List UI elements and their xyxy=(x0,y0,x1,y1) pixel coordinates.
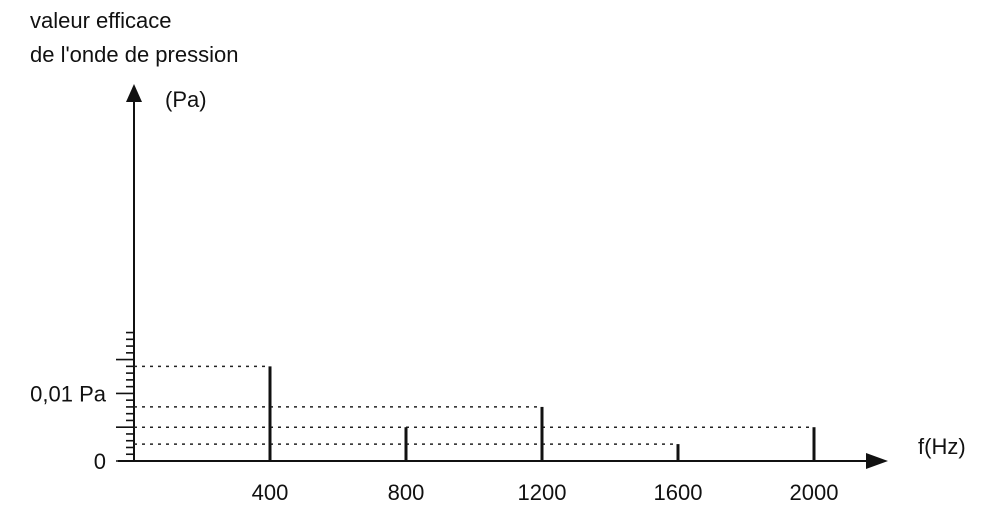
x-tick-label: 2000 xyxy=(790,480,839,505)
x-tick-labels: 400 800 1200 1600 2000 xyxy=(252,480,839,505)
y-axis-title-line-1: valeur efficace xyxy=(30,8,171,33)
x-axis-title: f(Hz) xyxy=(918,434,966,459)
x-tick-label: 1600 xyxy=(654,480,703,505)
y-axis-title-line-2: de l'onde de pression xyxy=(30,42,238,67)
y-tick-labels: 0 0,01 Pa xyxy=(30,381,107,474)
x-tick-label: 800 xyxy=(388,480,425,505)
x-tick-label: 400 xyxy=(252,480,289,505)
y-tick-label: 0 xyxy=(94,449,106,474)
guide-lines xyxy=(134,365,814,445)
y-axis-unit: (Pa) xyxy=(165,87,207,112)
x-axis-arrow-icon xyxy=(866,453,888,469)
y-axis-arrow-icon xyxy=(126,84,142,102)
spectral-lines xyxy=(268,366,816,461)
x-tick-label: 1200 xyxy=(518,480,567,505)
y-tick-label: 0,01 Pa xyxy=(30,381,107,406)
y-minor-ticks xyxy=(116,331,134,462)
